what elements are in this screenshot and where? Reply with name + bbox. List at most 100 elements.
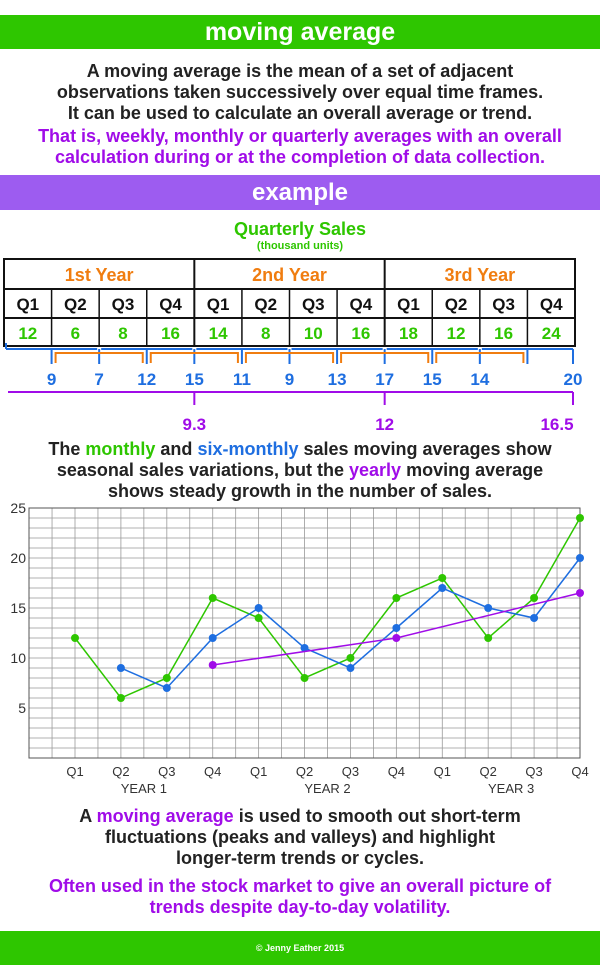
series-line-0: [74, 517, 581, 699]
year-label: YEAR 1: [121, 781, 167, 796]
sales-value: 16: [161, 324, 180, 343]
data-point: [300, 644, 309, 652]
moving-average-highlight: moving average: [96, 806, 234, 826]
intro-highlight: That is, weekly, monthly or quarterly av…: [0, 126, 600, 168]
data-point: [438, 584, 447, 592]
bottom-highlight: Often used in the stock market to give a…: [0, 876, 600, 918]
x-tick-label: Q3: [525, 764, 542, 779]
sales-table: 1st Year 2nd Year 3rd Year Q1 Q2 Q3 Q4 Q1 Q2 Q3 Q4…: [3, 258, 583, 434]
data-point: [438, 574, 447, 582]
six-monthly-highlight: six-monthly: [197, 439, 299, 459]
six-monthly-value: 12: [137, 370, 156, 389]
plot-border: [28, 507, 581, 759]
middle-line-3: shows steady growth in the number of sal…: [107, 481, 493, 501]
x-tick-label: Q3: [342, 764, 359, 779]
yearly-value: 16.5: [540, 415, 573, 434]
six-monthly-value: 13: [328, 370, 347, 389]
data-point: [576, 514, 584, 522]
data-point: [71, 634, 79, 642]
y-tick-label: 5: [18, 700, 26, 716]
page-title: moving average: [204, 18, 396, 46]
sales-value: 24: [542, 324, 561, 343]
quarter-header: Q2: [254, 295, 277, 314]
moving-average-chart: 5 10 15 20 25 Q1 Q2 Q3 Q4 Q1 Q2 Q3 Q4 Q1 Q2 Q3 Q4 YEAR 1 Y…: [10, 500, 588, 796]
sales-value: 16: [494, 324, 513, 343]
six-monthly-value: 20: [564, 370, 583, 389]
text-segment: moving average: [401, 460, 544, 480]
quarter-header: Q4: [540, 295, 563, 314]
quarter-header: Q3: [302, 295, 325, 314]
year-header: 3rd Year: [444, 265, 515, 285]
sales-value: 10: [304, 324, 323, 343]
intro-highlight-line: calculation during or at the completion …: [54, 147, 546, 167]
title-banner: moving average: [0, 15, 600, 49]
y-tick-label: 20: [10, 550, 26, 566]
x-tick-label: Q1: [434, 764, 451, 779]
text-segment: The: [48, 439, 86, 459]
orange-bracket: [435, 352, 525, 363]
quarter-header: Q3: [112, 295, 135, 314]
sales-value: 14: [209, 324, 228, 343]
x-tick-label: Q1: [66, 764, 83, 779]
data-point: [346, 664, 355, 672]
six-monthly-value: 15: [423, 370, 442, 389]
footer-banner: © Jenny Eather 2015: [0, 931, 600, 965]
data-point: [530, 594, 539, 602]
data-point: [162, 684, 171, 692]
six-monthly-value: 14: [470, 370, 489, 389]
sales-value: 12: [447, 324, 466, 343]
bottom-highlight-line: Often used in the stock market to give a…: [48, 876, 552, 896]
quarter-header: Q2: [64, 295, 87, 314]
six-monthly-value: 15: [185, 370, 204, 389]
data-point: [254, 614, 263, 622]
x-tick-label: Q1: [250, 764, 267, 779]
quarter-header: Q2: [445, 295, 468, 314]
monthly-highlight: monthly: [85, 439, 156, 459]
year-header: 1st Year: [65, 265, 134, 285]
year-label: YEAR 3: [488, 781, 534, 796]
middle-line-2: seasonal sales variations, but the yearl…: [0, 460, 600, 481]
quarter-header: Q1: [397, 295, 420, 314]
data-point: [392, 594, 401, 602]
intro-line: It can be used to calculate an overall a…: [67, 103, 533, 123]
six-monthly-value: 7: [94, 370, 103, 389]
x-tick-label: Q3: [158, 764, 175, 779]
x-tick-label: Q2: [112, 764, 129, 779]
data-point: [208, 634, 217, 642]
text-segment: seasonal sales variations, but the: [56, 460, 349, 480]
y-tick-label: 25: [10, 500, 26, 516]
data-point: [484, 604, 493, 612]
data-point: [254, 604, 263, 612]
intro-highlight-line: That is, weekly, monthly or quarterly av…: [38, 126, 562, 146]
intro-line: A moving average is the mean of a set of…: [86, 61, 514, 81]
text-segment: and: [155, 439, 198, 459]
sales-value: 6: [71, 324, 80, 343]
data-point: [116, 694, 125, 702]
example-banner: example: [0, 175, 600, 210]
text-segment: sales moving averages show: [298, 439, 552, 459]
year-header: 2nd Year: [252, 265, 327, 285]
intro-text: A moving average is the mean of a set of…: [0, 61, 600, 124]
orange-bracket: [244, 352, 335, 363]
six-monthly-value: 17: [375, 370, 394, 389]
quarter-header: Q1: [16, 295, 39, 314]
table-title: Quarterly Sales: [233, 219, 367, 239]
bottom-line-3: longer-term trends or cycles.: [175, 848, 425, 868]
text-segment: A: [79, 806, 97, 826]
six-monthly-value: 11: [233, 370, 251, 389]
bottom-line-2: fluctuations (peaks and valleys) and hig…: [104, 827, 496, 847]
data-point: [392, 634, 401, 642]
data-point: [576, 554, 584, 562]
data-point: [208, 594, 217, 602]
bottom-line-1: A moving average is used to smooth out s…: [0, 806, 600, 827]
sales-value: 8: [261, 324, 270, 343]
orange-bracket: [149, 352, 239, 363]
example-title: example: [251, 179, 349, 206]
data-point: [392, 624, 401, 632]
y-tick-label: 15: [10, 600, 26, 616]
data-point: [530, 614, 539, 622]
bottom-highlight-line: trends despite day-to-day volatility.: [149, 897, 451, 917]
six-monthly-value: 9: [47, 370, 56, 389]
quarter-header: Q4: [350, 295, 373, 314]
data-point: [208, 661, 217, 669]
